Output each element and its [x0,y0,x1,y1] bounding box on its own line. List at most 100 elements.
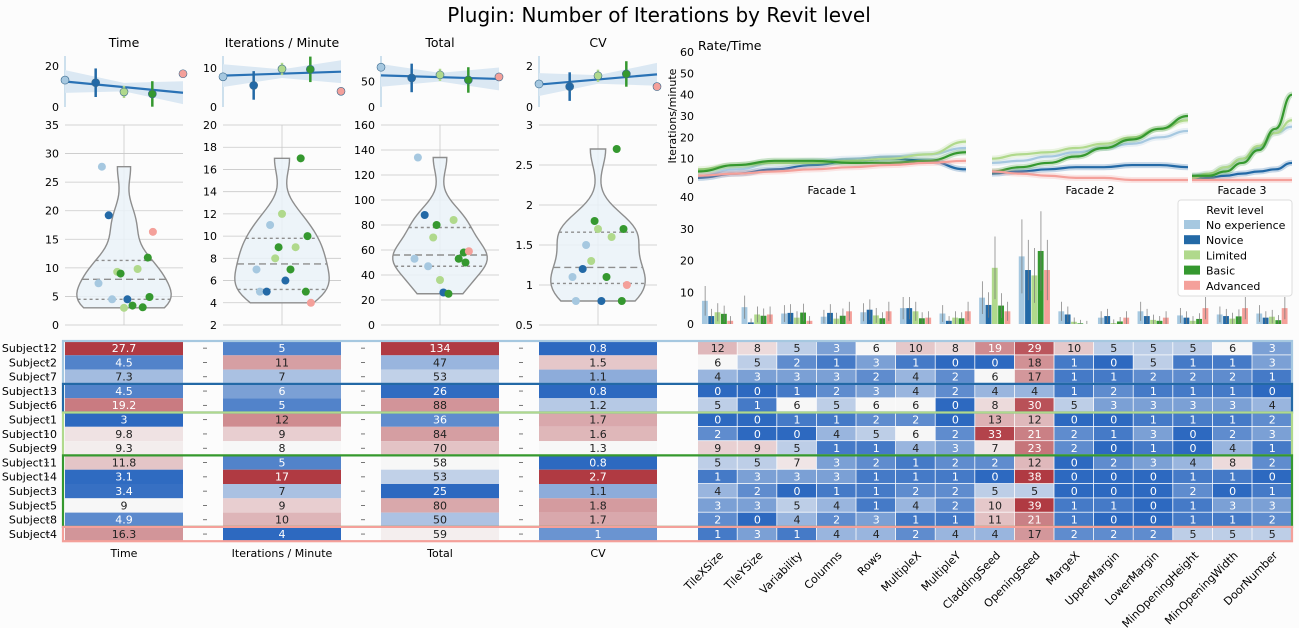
heat-cell [935,512,975,527]
heat-cell-value: 8 [1229,456,1236,469]
heat-cell [539,341,657,356]
trend-mean-point [91,78,100,88]
heat-cell [65,341,183,356]
heat-cell-value: 1 [1071,514,1078,527]
heat-cell [975,355,1014,369]
heat-cell [777,398,816,412]
y-tick-label: 160 [354,119,375,132]
heat-cell [1212,398,1252,412]
heat-cell [223,369,341,384]
heat-cell [777,455,816,469]
y-tick-label: 35 [45,119,59,132]
heat-cell [381,441,499,456]
heat-cell [1094,412,1133,426]
heat-cell [896,498,935,512]
row-label: Subject4 [9,528,57,541]
strip-point [420,211,429,219]
heatmap-panel: Subject12Subject2Subject7Subject13Subjec… [2,339,1294,628]
heat-cell-value: 9 [279,499,286,512]
trend-mean-point [494,72,504,82]
heat-cell [65,455,183,470]
heat-cell [65,398,183,413]
heat-cell-value: 0 [754,385,761,398]
heat-cell-value: 3 [1150,456,1157,469]
heat-cell [698,526,737,541]
heat-cell-value: 29 [1028,342,1042,355]
y-tick-label: 10 [680,153,694,166]
heat-cell-value: 4 [1031,385,1038,398]
heat-cell-value: 3 [754,528,761,541]
heat-cell [1094,341,1133,355]
y-tick-label: 25 [45,176,59,189]
heat-cell [816,383,856,398]
heat-cell-value: 2 [1150,528,1157,541]
strip-point [274,243,283,252]
heat-cell-value: 5 [992,485,999,498]
heat-col-label: MinOpeningHeight [1120,548,1202,628]
legend-label: No experience [1206,219,1286,232]
heat-cell [975,498,1014,512]
heat-cell-value: 0 [1150,499,1157,512]
heat-col-label: MinOpeningWidth [1162,549,1240,627]
heat-cell [816,412,856,426]
heat-cell [65,469,183,484]
heat-cell [1252,441,1292,455]
heat-cell [698,341,737,355]
heat-cell [65,484,183,499]
heat-cell-value: 0 [1150,471,1157,484]
heat-cell [1133,341,1173,355]
heat-cell-value: 3 [714,499,721,512]
trend-mean-point [376,62,386,72]
heat-cell-value: 3.1 [115,471,133,484]
heat-cell [856,383,896,398]
heat-cell [1212,412,1252,426]
heat-cell-value: 4 [714,485,721,498]
legend-swatch [1184,265,1200,275]
heat-cell-value: 5 [279,342,286,355]
heat-cell [698,512,737,527]
heat-cell [539,469,657,484]
heat-cell-value: 5 [873,428,880,441]
y-tick-label: 30 [680,110,694,123]
heat-cell [539,526,657,542]
heat-cell [1094,441,1133,455]
heat-cell [1252,498,1292,512]
strip-point [454,254,463,263]
heat-cell [975,484,1014,498]
heat-cell [896,412,935,426]
strip-point [582,241,591,249]
heat-cell-value: 25 [433,485,447,498]
heat-cell [737,341,777,355]
heat-cell-value: 2 [1150,371,1157,384]
y-tick-label: 20 [203,119,217,132]
strip-point [262,287,271,296]
strip-point [587,257,596,265]
y-tick-label: 30 [45,148,59,161]
row-label: Subject10 [2,428,57,441]
heat-cell [1133,526,1173,541]
heat-cell [1054,455,1094,469]
strip-point [413,153,422,162]
heat-cell-value: 2 [1190,485,1197,498]
y-tick-label: 0.5 [516,319,534,332]
heat-cell-value: 3 [1269,342,1276,355]
heat-cell-value: 0.8 [589,456,607,469]
heat-cell-value: 4.5 [115,356,133,369]
trend-mean-point [277,64,287,74]
heat-cell-value: 4 [992,528,999,541]
heat-cell-value: 1 [1071,371,1078,384]
heat-cell [737,512,777,527]
heat-cell [1014,383,1054,398]
legend-label: Basic [1206,265,1235,278]
heat-cell-value: 13 [988,414,1002,427]
heat-cell-value: 5 [833,399,840,412]
heat-cell-value: 1 [1190,356,1197,369]
trend-mean-point [565,82,574,91]
heat-cell-value: 53 [433,471,447,484]
heat-cell-value: 6 [873,399,880,412]
heat-cell [1054,484,1094,498]
heat-cell-value: 1 [794,528,801,541]
trend-tick-label: 0 [526,101,533,114]
heat-cell-value: 4 [873,528,880,541]
heat-cell-value: 19 [988,342,1002,355]
